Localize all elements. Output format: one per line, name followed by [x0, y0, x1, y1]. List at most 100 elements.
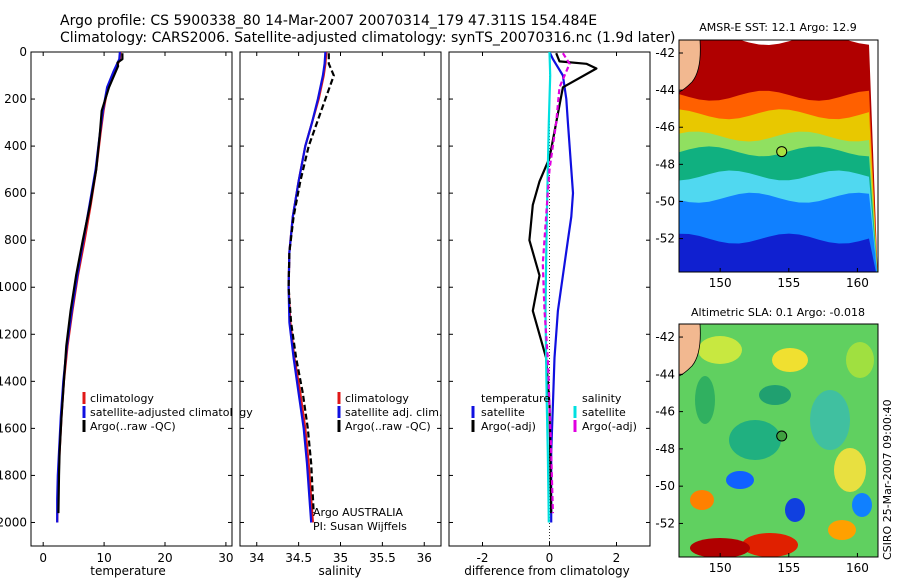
lon-tick-label: 155	[777, 561, 800, 575]
salinity-panel: 34 34.5 35 35.5 36 salinity climatology sate…	[239, 51, 442, 578]
depth-tick-label: 400	[4, 139, 27, 153]
argo-location-marker	[776, 430, 788, 442]
lat-tick-label: -52	[655, 516, 675, 530]
depth-tick-label: 1000	[0, 280, 27, 294]
legend-label-temp-argo: Argo(-adj)	[481, 420, 536, 433]
lat-tick-label: -50	[655, 479, 675, 493]
temperature-panel: 0 200 400 600 800 1000 1200 1400 1600 1800 2000 0 1…	[0, 45, 253, 578]
salinity-series	[287, 52, 335, 523]
x-tick-label: 10	[96, 551, 111, 565]
legend-label-sal-satellite: satellite	[582, 406, 626, 419]
series-line-climatology	[287, 52, 328, 523]
sst-field	[679, 40, 878, 272]
difference-legend: temperature salinity satellite Argo(-adj…	[471, 392, 637, 433]
lon-tick-label: 160	[846, 276, 869, 290]
sla-map-panel: Altimetric SLA: 0.1 Argo: -0.018 150 155 1…	[655, 306, 894, 575]
sla-anomaly-blob	[726, 471, 754, 489]
float-owner-annotation: Argo AUSTRALIA	[313, 506, 403, 519]
figure-title-line1: Argo profile: CS 5900338_80 14-Mar-2007 …	[60, 13, 597, 29]
difference-panel: -2 0 2 difference from climatology tempera…	[448, 51, 651, 578]
sla-map-axes: 150 155 160 -42 -44 -46 -48 -50 -52	[655, 330, 868, 575]
series-line-climatology	[56, 52, 122, 523]
temperature-legend: climatology satellite-adjusted climatolo…	[82, 392, 253, 433]
sla-anomaly-blob	[852, 493, 872, 517]
depth-tick-label: 600	[4, 186, 27, 200]
depth-axis: 0 200 400 600 800 1000 1200 1400 1600 1800 2000	[0, 45, 232, 529]
sla-anomaly-blob	[810, 390, 850, 450]
figure-title-line2: Climatology: CARS2006. Satellite-adjuste…	[60, 30, 675, 46]
difference-depth-ticks	[449, 51, 650, 523]
lat-tick-label: -46	[655, 405, 675, 419]
legend-label-temp-satellite: satellite	[481, 406, 525, 419]
sst-map-box	[678, 39, 879, 273]
sla-anomaly-blob	[834, 448, 866, 492]
lat-tick-label: -42	[655, 330, 675, 344]
series-line-satellite-adjusted-climatology	[56, 52, 121, 523]
legend-label-argo: Argo(..raw -QC)	[90, 420, 176, 433]
series-line-salinity-argo-adj-	[541, 52, 571, 514]
legend-overflow-mask	[232, 380, 240, 440]
x-tick-label: -2	[477, 551, 489, 565]
sla-anomaly-blob	[785, 498, 805, 522]
sla-anomaly-blob	[759, 385, 791, 405]
sla-anomaly-blob	[690, 490, 714, 510]
salinity-axes-box	[239, 51, 442, 547]
sst-map-panel: AMSR-E SST: 12.1 Argo: 12.9 150 155 160 -42…	[655, 21, 879, 290]
difference-series	[528, 52, 598, 523]
sst-band	[679, 233, 876, 272]
x-tick-label: 30	[218, 551, 233, 565]
salinity-x-axis: 34 34.5 35 35.5 36	[249, 52, 432, 565]
series-line-argo-raw-qc-	[57, 53, 124, 514]
temperature-xlabel: temperature	[90, 564, 165, 578]
sst-map-axes: 150 155 160 -42 -44 -46 -48 -50 -52	[655, 46, 868, 290]
legend-heading-salinity: salinity	[582, 392, 622, 405]
salinity-xlabel: salinity	[318, 564, 361, 578]
pi-annotation: PI: Susan Wijffels	[313, 520, 407, 533]
temperature-series	[56, 52, 124, 523]
lon-tick-label: 160	[846, 561, 869, 575]
lon-tick-label: 155	[777, 276, 800, 290]
legend-label-climatology: climatology	[345, 392, 409, 405]
sla-side-label: CSIRO 25-Mar-2007 09:00:40	[881, 399, 894, 560]
legend-label-satellite-adjusted: satellite-adjusted climatology	[90, 406, 253, 419]
depth-tick-label: 1800	[0, 468, 27, 482]
lon-tick-label: 150	[709, 276, 732, 290]
sla-anomaly-blob	[772, 348, 808, 372]
temperature-axes-box	[30, 51, 233, 547]
series-line-temperature-satellite	[548, 52, 575, 523]
series-line-salinity-satellite	[544, 52, 552, 523]
sla-map-title: Altimetric SLA: 0.1 Argo: -0.018	[691, 306, 865, 319]
difference-xlabel: difference from climatology	[464, 564, 630, 578]
lat-tick-label: -44	[655, 367, 675, 381]
coastline-land	[679, 324, 701, 377]
sst-map-title: AMSR-E SST: 12.1 Argo: 12.9	[699, 21, 857, 34]
depth-tick-label: 1200	[0, 327, 27, 341]
legend-heading-temperature: temperature	[481, 392, 550, 405]
sla-anomaly-blob	[846, 342, 874, 378]
sla-anomaly-blob	[742, 533, 798, 557]
depth-tick-label: 200	[4, 92, 27, 106]
depth-tick-label: 1600	[0, 421, 27, 435]
sla-map-box	[678, 323, 879, 558]
argo-location-marker	[776, 146, 788, 158]
lon-tick-label: 150	[709, 561, 732, 575]
depth-tick-label: 2000	[0, 515, 27, 529]
sla-anomaly-blob	[729, 420, 781, 460]
lat-tick-label: -48	[655, 442, 675, 456]
salinity-legend: climatology satellite adj. clim. Argo(..…	[337, 392, 442, 433]
lat-tick-label: -42	[655, 46, 675, 60]
lat-tick-label: -46	[655, 120, 675, 134]
sla-field	[679, 324, 878, 557]
sla-anomaly-blob	[828, 520, 856, 540]
salinity-depth-ticks	[240, 51, 441, 523]
legend-label-climatology: climatology	[90, 392, 154, 405]
legend-label-argo: Argo(..raw -QC)	[345, 420, 431, 433]
series-line-temperature-argo-adj-	[528, 52, 598, 514]
lat-tick-label: -48	[655, 157, 675, 171]
x-tick-label: 36	[417, 551, 432, 565]
legend-label-sal-argo: Argo(-adj)	[582, 420, 637, 433]
series-line-satellite-adj-clim-	[287, 52, 327, 523]
x-tick-label: 34	[249, 551, 264, 565]
x-tick-label: 20	[157, 551, 172, 565]
